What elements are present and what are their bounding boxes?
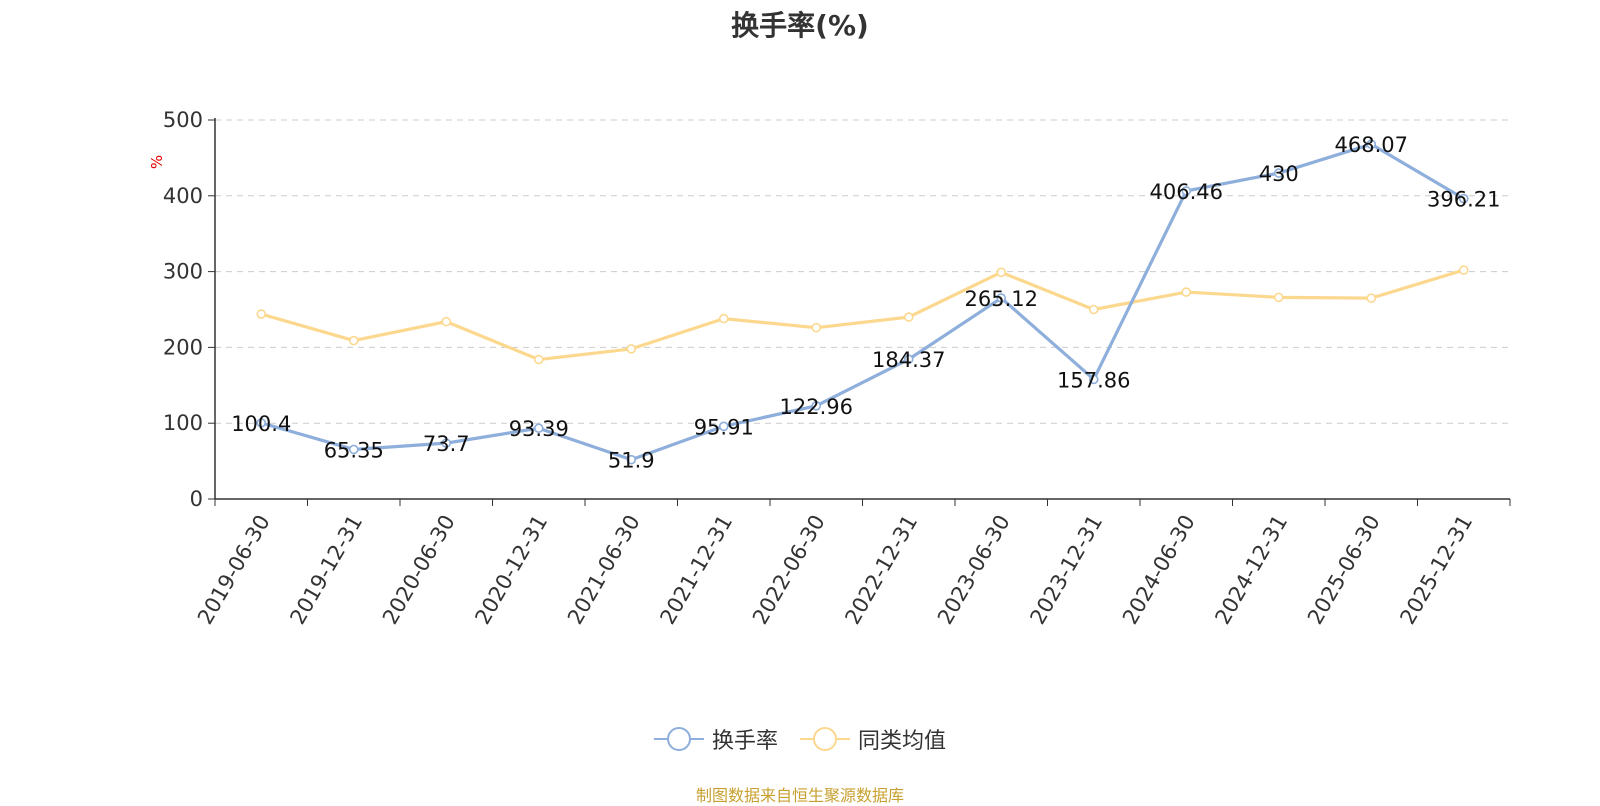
x-tick-label: 2023-06-30 <box>933 511 1015 629</box>
x-tick-label: 2019-06-30 <box>193 511 275 629</box>
y-tick-label: 0 <box>190 487 203 511</box>
data-point <box>1088 374 1099 385</box>
x-tick-label: 2025-06-30 <box>1303 511 1385 629</box>
y-tick-label: 500 <box>163 108 203 132</box>
data-point <box>811 400 822 411</box>
data-point <box>626 344 637 354</box>
x-tick-label: 2021-06-30 <box>563 511 645 629</box>
data-point <box>1273 168 1284 178</box>
data-label: 406.46 <box>1150 180 1223 204</box>
y-tick-label: 100 <box>163 411 203 435</box>
data-label: 157.86 <box>1057 368 1130 392</box>
legend-label-peer-average: 同类均值 <box>858 729 947 754</box>
data-point <box>996 293 1007 303</box>
legend-item-turnover[interactable]: 换手率 <box>653 723 778 755</box>
chart-title: 换手率(%) <box>731 9 869 42</box>
data-point <box>441 438 452 448</box>
data-point <box>1366 293 1377 303</box>
y-tick-label: 400 <box>163 184 203 208</box>
data-point <box>996 267 1007 278</box>
data-point <box>903 354 914 365</box>
data-point <box>1458 265 1469 275</box>
data-point <box>533 423 544 434</box>
legend-marker-turnover-icon <box>653 727 704 751</box>
data-label: 184.37 <box>872 348 945 372</box>
x-tick-label: 2022-12-31 <box>840 511 922 629</box>
data-point <box>1088 304 1099 315</box>
data-label: 73.7 <box>423 432 470 456</box>
x-tick-label: 2024-12-31 <box>1210 511 1292 629</box>
x-tick-label: 2024-06-30 <box>1118 511 1200 629</box>
data-point <box>441 316 452 327</box>
data-point <box>1458 193 1469 204</box>
legend-label-turnover: 换手率 <box>711 729 778 754</box>
data-labels: 100.4 65.35 73.7 93.39 51.9 95.91 122.96 184.37… <box>231 133 1500 472</box>
x-tick-label: 2019-12-31 <box>285 511 367 629</box>
data-point <box>626 454 637 465</box>
data-point <box>348 444 359 455</box>
data-point <box>533 354 544 365</box>
x-tick-label: 2020-12-31 <box>470 511 552 629</box>
legend: 换手率 同类均值 <box>0 723 1600 755</box>
x-tick-label: 2022-06-30 <box>748 511 830 629</box>
data-label: 122.96 <box>780 395 853 419</box>
y-tick-label: 200 <box>163 335 203 359</box>
y-tick-label: 300 <box>163 260 203 284</box>
legend-item-peer-average[interactable]: 同类均值 <box>800 723 946 755</box>
data-point <box>903 312 914 322</box>
data-label: 265.12 <box>965 287 1038 311</box>
data-point <box>256 418 267 428</box>
x-tick-label: 2023-12-31 <box>1025 511 1107 629</box>
data-point <box>256 309 267 319</box>
x-tick-label: 2025-12-31 <box>1395 511 1477 629</box>
data-point <box>1181 287 1192 297</box>
data-label: 468.07 <box>1335 133 1408 157</box>
data-label: 95.91 <box>694 415 754 439</box>
data-label: 51.9 <box>608 449 655 473</box>
data-label: 100.4 <box>231 412 291 436</box>
series <box>256 139 1469 465</box>
series-line <box>260 142 1465 462</box>
data-label: 430 <box>1259 162 1299 186</box>
data-label: 396.21 <box>1427 188 1500 212</box>
y-axis-unit-label: % <box>148 155 166 169</box>
gridlines <box>215 119 1510 424</box>
x-tick-label: 2021-12-31 <box>655 511 737 629</box>
data-point <box>1366 139 1377 150</box>
legend-marker-peer-average-icon <box>800 727 850 751</box>
data-point <box>718 313 729 324</box>
data-point <box>1181 186 1192 196</box>
data-point <box>1273 292 1284 303</box>
data-point <box>718 421 729 432</box>
data-label: 65.35 <box>324 438 384 462</box>
series-line <box>260 268 1465 362</box>
data-point <box>348 335 359 346</box>
x-tick-label: 2020-06-30 <box>378 511 460 629</box>
source-note: 制图数据来自恒生聚源数据库 <box>695 786 904 805</box>
data-label: 93.39 <box>509 417 569 441</box>
data-point <box>811 322 822 333</box>
